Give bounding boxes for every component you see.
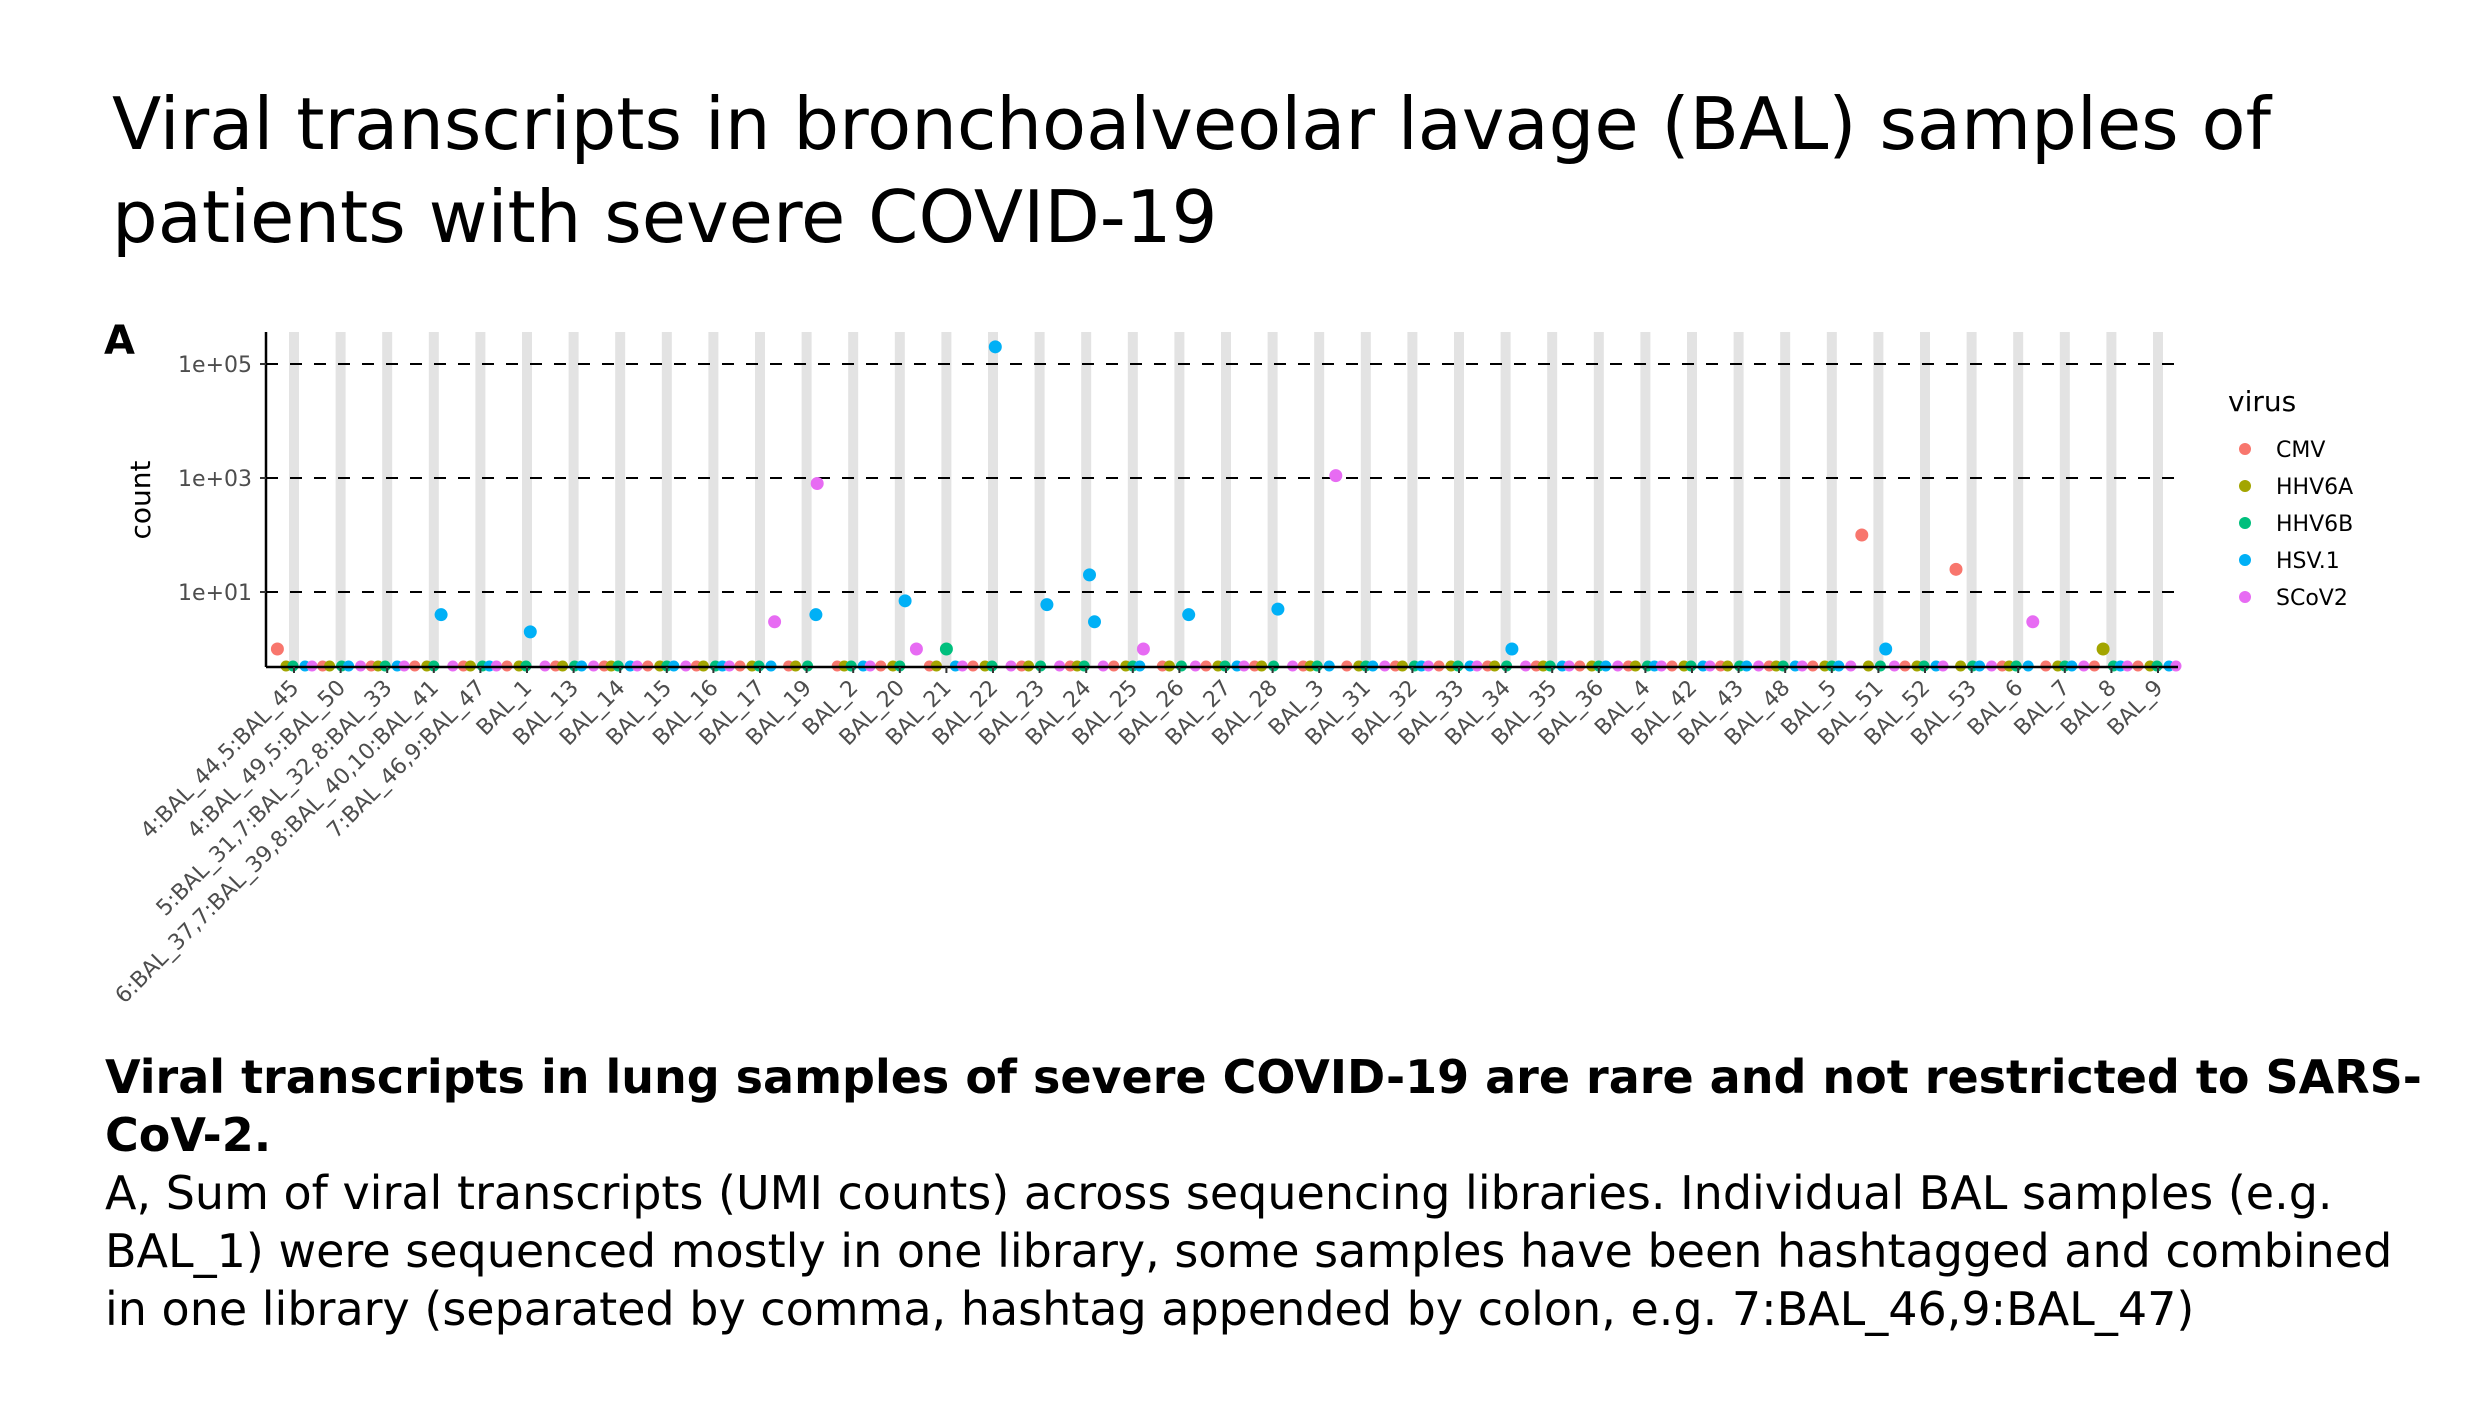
- figure-title: Viral transcripts in bronchoalveolar lav…: [112, 82, 2271, 259]
- data-point: [1040, 598, 1054, 612]
- data-point: [939, 642, 953, 656]
- data-point: [2096, 642, 2110, 656]
- category-stripe: [1314, 332, 1325, 667]
- category-stripe: [1640, 332, 1651, 667]
- data-point: [1329, 469, 1343, 483]
- legend-label: CMV: [2276, 438, 2325, 463]
- category-stripe: [941, 332, 952, 667]
- category-stripe: [801, 332, 812, 667]
- category-stripe: [755, 332, 765, 667]
- data-point: [523, 625, 537, 639]
- data-point: [434, 608, 448, 622]
- category-stripe: [1454, 332, 1464, 667]
- x-tick-label: 6:BAL_37,7:BAL_39,8:BAL_40,10:BAL_41: [111, 676, 444, 1009]
- legend-label: HSV.1: [2276, 549, 2340, 574]
- scatter-chart: A 4:BAL_44,5:BAL_454:BAL_49,5:BAL_505:BA…: [104, 318, 2353, 1009]
- y-tick-labels: 1e+01 1e+03 1e+05: [178, 353, 266, 606]
- x-tick-labels: 4:BAL_44,5:BAL_454:BAL_49,5:BAL_505:BAL_…: [111, 667, 2168, 1009]
- category-stripe: [522, 332, 532, 667]
- category-stripe: [335, 332, 346, 667]
- category-stripes: [289, 332, 2163, 667]
- category-stripe: [661, 332, 672, 667]
- legend: virus CMV HHV6A HHV6B HSV.1 SCoV2: [2228, 385, 2353, 611]
- caption-heading: Viral transcripts in lung samples of sev…: [105, 1050, 2422, 1162]
- data-point: [1505, 642, 1519, 656]
- data-point: [2026, 615, 2040, 629]
- category-stripe: [475, 332, 486, 667]
- category-stripe: [1826, 332, 1837, 667]
- category-stripe: [848, 332, 859, 667]
- legend-label: HHV6A: [2276, 475, 2353, 500]
- data-point: [1136, 642, 1150, 656]
- category-stripe: [1687, 332, 1697, 667]
- data-point: [1088, 615, 1101, 629]
- category-stripe: [1920, 332, 1930, 667]
- legend-key: [2239, 554, 2251, 566]
- category-stripe: [1500, 332, 1511, 667]
- category-stripe: [708, 332, 719, 667]
- data-point: [768, 615, 782, 629]
- legend-title: virus: [2228, 385, 2296, 418]
- category-stripe: [1407, 332, 1418, 667]
- category-stripe: [894, 332, 905, 667]
- y-tick-label: 1e+03: [178, 467, 252, 492]
- category-stripe: [2013, 332, 2024, 667]
- data-point: [988, 340, 1002, 354]
- category-stripe: [382, 332, 393, 667]
- category-stripe: [1780, 332, 1791, 667]
- category-stripe: [289, 332, 299, 667]
- category-stripe: [1547, 332, 1558, 667]
- legend-key: [2239, 480, 2251, 492]
- y-axis-title: count: [124, 460, 157, 539]
- category-stripe: [2153, 332, 2163, 667]
- grid-lines: [266, 363, 2178, 593]
- legend-label: SCoV2: [2276, 586, 2348, 611]
- data-point: [1083, 568, 1096, 582]
- data-point: [1879, 642, 1893, 656]
- category-stripe: [2106, 332, 2117, 667]
- y-tick-label: 1e+05: [178, 353, 252, 378]
- category-stripe: [1267, 332, 1278, 667]
- panel-tag: A: [104, 318, 135, 364]
- category-stripe: [2059, 332, 2070, 667]
- legend-key: [2239, 517, 2251, 529]
- data-point: [1271, 602, 1285, 616]
- axes: [264, 332, 2178, 669]
- category-stripe: [1593, 332, 1604, 667]
- category-stripe: [988, 332, 998, 667]
- data-point: [1855, 528, 1869, 542]
- data-point: [809, 608, 823, 622]
- data-point: [810, 477, 824, 491]
- category-stripe: [428, 332, 439, 667]
- category-stripe: [1174, 332, 1185, 667]
- category-stripe: [1873, 332, 1884, 667]
- category-stripe: [1733, 332, 1744, 667]
- category-stripe: [1081, 332, 1092, 667]
- legend-key: [2239, 443, 2251, 455]
- category-stripe: [1221, 332, 1231, 667]
- category-stripe: [615, 332, 626, 667]
- category-stripe: [1034, 332, 1045, 667]
- y-tick-label: 1e+01: [178, 581, 252, 606]
- category-stripe: [1966, 332, 1977, 667]
- data-point: [1182, 608, 1196, 622]
- legend-label: HHV6B: [2276, 512, 2353, 537]
- data-point: [909, 642, 923, 656]
- category-stripe: [1360, 332, 1371, 667]
- data-point: [1949, 562, 1963, 576]
- data-point: [898, 594, 912, 608]
- category-stripe: [568, 332, 579, 667]
- caption-body: A, Sum of viral transcripts (UMI counts)…: [105, 1166, 2393, 1336]
- figure-caption: Viral transcripts in lung samples of sev…: [105, 1048, 2435, 1338]
- category-stripe: [1127, 332, 1138, 667]
- legend-key: [2239, 591, 2251, 603]
- data-point: [270, 642, 284, 656]
